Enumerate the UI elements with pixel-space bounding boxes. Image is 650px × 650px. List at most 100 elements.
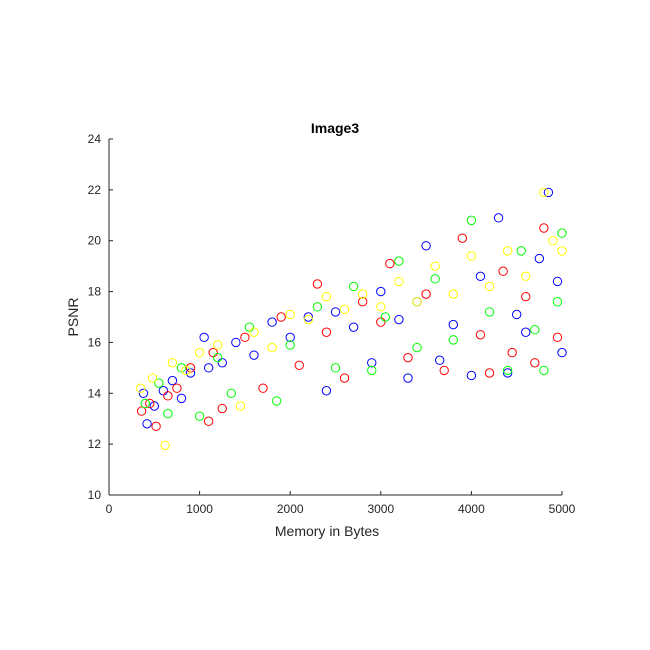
data-point bbox=[475, 271, 486, 282]
data-point bbox=[194, 411, 205, 421]
data-point bbox=[167, 358, 178, 368]
data-point bbox=[448, 289, 458, 299]
data-point bbox=[244, 322, 255, 332]
data-point bbox=[484, 307, 495, 317]
data-point bbox=[394, 256, 404, 266]
data-point bbox=[154, 378, 164, 388]
x-tick-label: 1000 bbox=[186, 502, 213, 516]
data-point bbox=[484, 368, 495, 378]
data-point bbox=[158, 386, 169, 396]
data-point bbox=[321, 327, 332, 337]
data-point bbox=[258, 383, 268, 393]
data-point bbox=[181, 365, 191, 376]
data-point bbox=[303, 314, 314, 325]
data-point bbox=[285, 309, 295, 320]
data-point bbox=[434, 355, 445, 365]
data-point bbox=[502, 368, 513, 378]
data-point bbox=[502, 365, 513, 376]
data-point bbox=[276, 312, 286, 322]
data-point bbox=[430, 274, 440, 284]
data-point bbox=[403, 352, 413, 363]
data-point bbox=[321, 386, 332, 396]
y-tick-label: 22 bbox=[88, 183, 102, 197]
data-point bbox=[312, 279, 323, 289]
data-point bbox=[330, 307, 341, 317]
data-point bbox=[484, 281, 495, 292]
data-point bbox=[294, 360, 304, 371]
y-tick-label: 16 bbox=[88, 335, 102, 349]
data-point bbox=[552, 332, 563, 343]
data-point bbox=[213, 352, 223, 363]
data-point bbox=[367, 358, 377, 368]
data-point bbox=[552, 297, 563, 307]
data-point bbox=[385, 258, 395, 269]
data-point bbox=[185, 368, 196, 378]
data-point bbox=[457, 233, 468, 243]
data-point bbox=[552, 276, 563, 287]
data-point bbox=[199, 332, 209, 343]
y-tick-label: 20 bbox=[88, 234, 102, 248]
y-tick-label: 24 bbox=[88, 132, 102, 146]
data-point bbox=[136, 406, 147, 416]
data-point bbox=[475, 330, 486, 340]
data-point bbox=[330, 363, 341, 373]
data-point bbox=[172, 383, 182, 393]
data-point bbox=[380, 312, 391, 322]
data-point bbox=[203, 416, 214, 426]
data-point bbox=[149, 401, 160, 411]
data-point bbox=[217, 358, 227, 368]
data-point bbox=[249, 327, 259, 337]
data-point bbox=[403, 373, 413, 383]
data-point bbox=[521, 291, 531, 302]
data-point bbox=[394, 314, 404, 325]
data-point bbox=[339, 304, 350, 315]
data-point bbox=[421, 289, 431, 299]
data-point bbox=[348, 322, 359, 332]
data-point bbox=[267, 317, 277, 327]
data-point bbox=[203, 363, 214, 373]
data-point bbox=[557, 228, 567, 238]
y-tick-label: 10 bbox=[88, 488, 102, 502]
data-point bbox=[176, 393, 187, 404]
data-point bbox=[176, 363, 187, 373]
data-point bbox=[163, 391, 173, 401]
data-point bbox=[376, 317, 386, 327]
data-point bbox=[185, 363, 196, 373]
data-point bbox=[303, 312, 314, 322]
data-point bbox=[142, 419, 152, 429]
data-point bbox=[376, 302, 386, 312]
data-point bbox=[357, 289, 368, 299]
data-point bbox=[194, 347, 205, 358]
data-point bbox=[357, 297, 368, 307]
data-point bbox=[249, 350, 259, 360]
x-tick-label: 5000 bbox=[549, 502, 576, 516]
data-points bbox=[136, 187, 567, 451]
data-point bbox=[412, 342, 422, 353]
data-point bbox=[231, 337, 241, 348]
data-point bbox=[321, 291, 332, 302]
data-point bbox=[534, 253, 545, 264]
data-point bbox=[557, 347, 567, 358]
data-point bbox=[507, 347, 517, 358]
x-axis-ticks: 0 1000 2000 3000 4000 5000 bbox=[106, 491, 576, 516]
data-point bbox=[539, 365, 549, 376]
y-axis-ticks: 10 12 14 16 18 20 22 24 bbox=[88, 132, 113, 502]
data-point bbox=[493, 213, 504, 223]
data-point bbox=[271, 396, 282, 406]
data-point bbox=[208, 347, 218, 358]
x-tick-label: 4000 bbox=[458, 502, 485, 516]
data-point bbox=[430, 261, 440, 271]
data-point bbox=[367, 365, 377, 376]
data-point bbox=[136, 383, 146, 393]
data-point bbox=[339, 373, 350, 383]
data-point bbox=[502, 246, 513, 256]
data-point bbox=[151, 421, 161, 432]
y-tick-label: 18 bbox=[88, 285, 102, 299]
data-point bbox=[285, 340, 295, 350]
data-point bbox=[217, 403, 227, 414]
data-point bbox=[376, 286, 386, 297]
data-point bbox=[394, 276, 404, 287]
data-point bbox=[235, 401, 246, 411]
data-point bbox=[516, 246, 526, 256]
